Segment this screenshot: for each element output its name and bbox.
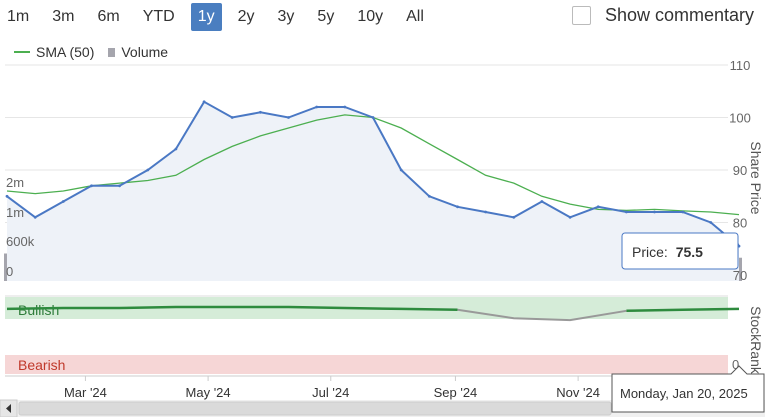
price-tick-label: 80: [733, 216, 747, 231]
price-point: [399, 168, 403, 172]
stockrank-panel: Bullish Bearish 0 StockRank: [5, 295, 764, 375]
price-point: [371, 116, 375, 119]
svg-text:Price: 75.5: Price: 75.5: [632, 244, 703, 260]
price-point: [315, 105, 319, 109]
price-point: [202, 100, 206, 104]
price-point: [456, 205, 459, 209]
price-axis: 70 80 90 100 110: [729, 58, 751, 283]
price-point: [427, 194, 431, 198]
volume-tick-label: 600k: [6, 234, 35, 249]
range-button-5y[interactable]: 5y: [317, 8, 335, 25]
volume-axis: 0 600k 1m 2m: [6, 175, 35, 279]
scrollbar[interactable]: [0, 399, 765, 417]
price-tick-label: 70: [733, 268, 747, 283]
price-point: [33, 215, 37, 219]
stockrank-zero-tick: 0: [732, 357, 739, 372]
price-point: [653, 210, 656, 214]
x-tick-label: May '24: [186, 385, 231, 400]
range-button-6m[interactable]: 6m: [97, 8, 120, 25]
sma-legend-label[interactable]: SMA (50): [36, 44, 95, 60]
range-selector: 1m 3m 6m YTD 1y 2y 3y 5y 10y All: [0, 2, 440, 32]
range-button-all[interactable]: All: [406, 8, 424, 25]
x-tick-label: Mar '24: [64, 385, 107, 400]
bullish-label: Bullish: [18, 302, 59, 318]
x-tick-label: Nov '24: [556, 385, 600, 400]
range-button-10y[interactable]: 10y: [357, 8, 384, 25]
price-tick-label: 100: [729, 111, 751, 126]
x-axis: Mar '24 May '24 Jul '24 Sep '24 Nov '24: [5, 375, 728, 400]
price-point: [61, 200, 65, 203]
show-commentary-label: Show commentary: [605, 5, 755, 25]
chart-legend: SMA (50) Volume: [14, 44, 168, 60]
price-point: [709, 221, 713, 224]
price-point: [90, 184, 93, 188]
stockrank-line: [6, 305, 740, 313]
price-area-fill: [7, 101, 739, 281]
price-point: [118, 184, 121, 188]
price-point: [259, 110, 262, 114]
bearish-band: [5, 355, 728, 374]
sma-legend-swatch: [14, 51, 30, 53]
range-button-3m[interactable]: 3m: [52, 8, 75, 25]
show-commentary-toggle[interactable]: Show commentary: [572, 5, 754, 26]
commentary-checkbox[interactable]: [572, 6, 591, 25]
price-point: [146, 168, 150, 172]
price-point: [512, 215, 516, 219]
range-button-1y[interactable]: 1y: [190, 3, 222, 31]
range-button-2y[interactable]: 2y: [237, 8, 255, 25]
price-point: [568, 215, 572, 219]
bearish-label: Bearish: [18, 357, 65, 373]
price-point: [343, 105, 347, 109]
price-point: [174, 147, 178, 151]
price-tick-label: 90: [733, 163, 747, 178]
price-point: [596, 205, 600, 209]
price-point: [625, 210, 628, 214]
scroll-left-arrow-icon: [6, 404, 11, 413]
price-point: [5, 194, 9, 198]
range-button-1m[interactable]: 1m: [7, 8, 30, 25]
range-button-3y[interactable]: 3y: [277, 8, 295, 25]
range-button-ytd[interactable]: YTD: [142, 8, 175, 25]
volume-tick-label: 2m: [6, 175, 24, 190]
price-tooltip: Price: 75.5: [621, 232, 740, 270]
volume-tick-label: 1m: [6, 205, 24, 220]
price-point: [287, 116, 290, 119]
x-tick-label: Jul '24: [312, 385, 349, 400]
stockrank-axis-title: StockRank: [748, 306, 764, 375]
tooltip-price-value: 75.5: [676, 244, 703, 260]
x-tick-label: Sep '24: [434, 385, 478, 400]
volume-tick-label: 0: [6, 264, 13, 279]
share-price-axis-title: Share Price: [748, 141, 764, 214]
volume-legend-swatch: [108, 47, 116, 57]
price-point: [230, 116, 234, 119]
volume-legend-label[interactable]: Volume: [121, 44, 169, 60]
tooltip-price-label: Price:: [632, 244, 668, 260]
price-points: [5, 100, 741, 248]
price-point: [681, 210, 685, 214]
price-tick-label: 110: [730, 58, 751, 73]
scrollbar-thumb: [18, 401, 612, 416]
date-tooltip: Monday, Jan 20, 2025: [611, 365, 765, 413]
stockrank-line-neutral: [457, 308, 627, 322]
price-point: [484, 210, 487, 214]
price-point: [540, 200, 544, 203]
tooltip-date-text: Monday, Jan 20, 2025: [620, 386, 748, 401]
